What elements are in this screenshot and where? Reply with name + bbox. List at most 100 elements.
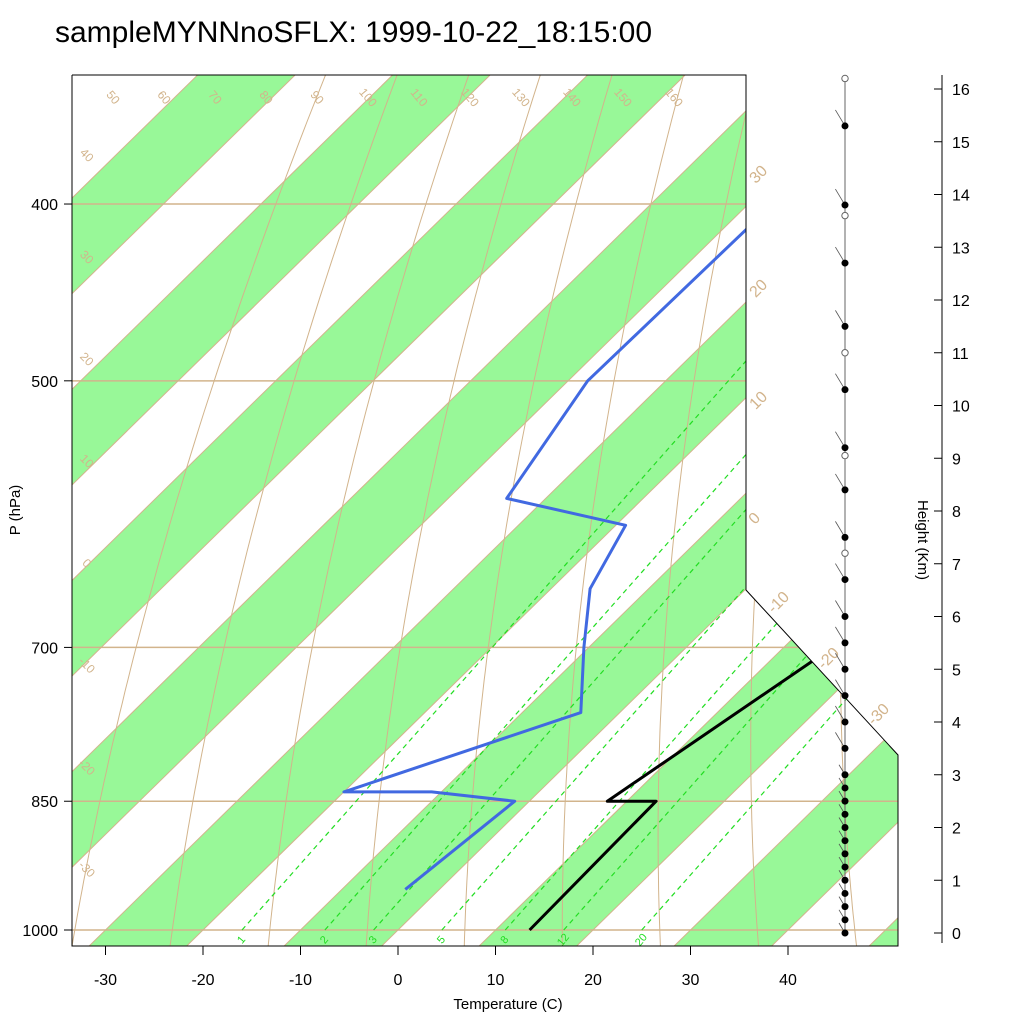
- height-tick-label: 15: [952, 135, 970, 152]
- x-tick-label: 30: [682, 972, 700, 989]
- wind-level-dot: [841, 771, 849, 779]
- mixing-ratio-label: 5: [435, 934, 448, 946]
- height-tick-label: 16: [952, 82, 970, 99]
- right-isotherm-label: -10: [765, 589, 793, 617]
- height-tick-label: 5: [952, 662, 961, 679]
- wind-level-dot: [841, 903, 849, 911]
- wind-level-dot: [841, 810, 849, 818]
- x-tick-label: 20: [584, 972, 602, 989]
- left-isotherm-label: 40: [77, 145, 97, 165]
- height-tick-label: 4: [952, 715, 961, 732]
- dewpoint-profile: [342, 75, 898, 891]
- wind-level-dot: [841, 576, 849, 584]
- wind-level-dot: [841, 863, 849, 871]
- chart-title: sampleMYNNnoSFLX: 1999-10-22_18:15:00: [55, 16, 652, 49]
- isotherm-line: [72, 75, 296, 946]
- isotherm-line: [72, 75, 783, 946]
- wind-level-dot: [841, 692, 849, 700]
- x-axis-label: Temperature (C): [453, 996, 562, 1013]
- isotherm-line: [72, 75, 491, 946]
- temperature-profile: [528, 75, 898, 932]
- height-tick-label: 12: [952, 293, 970, 310]
- dry-adiabat: [561, 75, 898, 946]
- right-isotherm-label: 10: [747, 388, 772, 413]
- wind-level-dot: [841, 639, 849, 647]
- wind-barb-column: [835, 74, 849, 937]
- height-axis-label: Height (Km): [914, 500, 931, 580]
- p-tick-label: 700: [31, 640, 58, 657]
- isotherm-line: [576, 75, 898, 946]
- height-tick-label: 9: [952, 451, 961, 468]
- wind-level-dot: [841, 837, 849, 845]
- right-isotherm-label: 20: [747, 276, 772, 301]
- wind-level-dot: [841, 916, 849, 924]
- wind-level-open: [841, 74, 849, 83]
- isotherm-line: [673, 75, 898, 946]
- isotherm-line: [72, 75, 686, 946]
- height-tick-label: 13: [952, 240, 970, 257]
- wind-level-dot: [841, 386, 849, 394]
- height-tick-label: 11: [952, 346, 969, 363]
- dry-adiabat: [657, 75, 898, 946]
- height-tick-label: 14: [952, 188, 970, 205]
- wind-level-dot: [841, 486, 849, 494]
- wind-level-open: [841, 451, 849, 460]
- dry-adiabat: [72, 75, 808, 946]
- wind-level-dot: [841, 744, 849, 752]
- wind-level-dot: [841, 784, 849, 792]
- y-axis-label: P (hPa): [7, 485, 24, 536]
- dry-adiabat-label: 90: [307, 88, 327, 107]
- wind-level-dot: [841, 889, 849, 897]
- moist-band: [479, 75, 898, 946]
- p-tick-label: 400: [31, 197, 58, 214]
- dry-adiabat: [1012, 0, 1024, 969]
- p-tick-label: 850: [31, 794, 58, 811]
- right-isotherm-label: -30: [865, 701, 893, 729]
- right-isotherm-label: 30: [747, 162, 772, 187]
- height-tick-label: 10: [952, 399, 970, 416]
- dry-adiabat: [364, 75, 898, 946]
- isotherm-line: [72, 75, 881, 946]
- x-tick-label: -20: [191, 972, 214, 989]
- wind-level-open: [841, 549, 849, 557]
- isotherm-line: [72, 75, 393, 946]
- x-tick-label: -30: [94, 972, 117, 989]
- moist-band: [72, 75, 686, 946]
- wind-level-open: [841, 211, 849, 220]
- wind-level-dot: [841, 259, 849, 267]
- x-tick-label: 40: [779, 972, 797, 989]
- profiles: [342, 75, 898, 932]
- height-tick-label: 3: [952, 768, 961, 785]
- height-tick-label: 8: [952, 504, 961, 521]
- right-isotherm-label: 0: [746, 510, 764, 528]
- isotherm-line: [283, 75, 898, 946]
- mixing-ratio-label: 1: [235, 934, 248, 946]
- y-axis: P (hPa) 1001502002503004005007008501000: [7, 197, 72, 940]
- x-tick-label: 10: [487, 972, 505, 989]
- dry-adiabat: [265, 75, 898, 946]
- wind-level-dot: [841, 201, 849, 209]
- dry-adiabat: [166, 75, 858, 946]
- wind-level-dot: [841, 322, 849, 330]
- wind-level-dot: [841, 613, 849, 620]
- left-isotherm-label: -30: [76, 858, 98, 880]
- wind-level-dot: [841, 929, 849, 937]
- wind-level-dot: [841, 876, 849, 884]
- wind-level-dot: [841, 122, 849, 130]
- height-tick-label: 1: [952, 873, 961, 890]
- x-axis: Temperature (C) -30 -20 -10 0 10 20 30 40: [94, 946, 797, 1013]
- wind-level-dot: [841, 797, 849, 805]
- x-tick-label: 0: [394, 972, 403, 989]
- wind-level-dot: [841, 718, 849, 726]
- moist-bands: [72, 75, 898, 946]
- moist-band: [72, 75, 881, 946]
- plot-frame: [71, 74, 899, 947]
- left-isotherm-label: 20: [77, 349, 97, 369]
- height-tick-label: 7: [952, 557, 961, 574]
- dry-adiabat-label: 130: [509, 85, 533, 110]
- wind-level-open: [841, 349, 849, 357]
- wind-level-dot: [841, 824, 849, 831]
- isotherm-line: [967, 75, 1024, 946]
